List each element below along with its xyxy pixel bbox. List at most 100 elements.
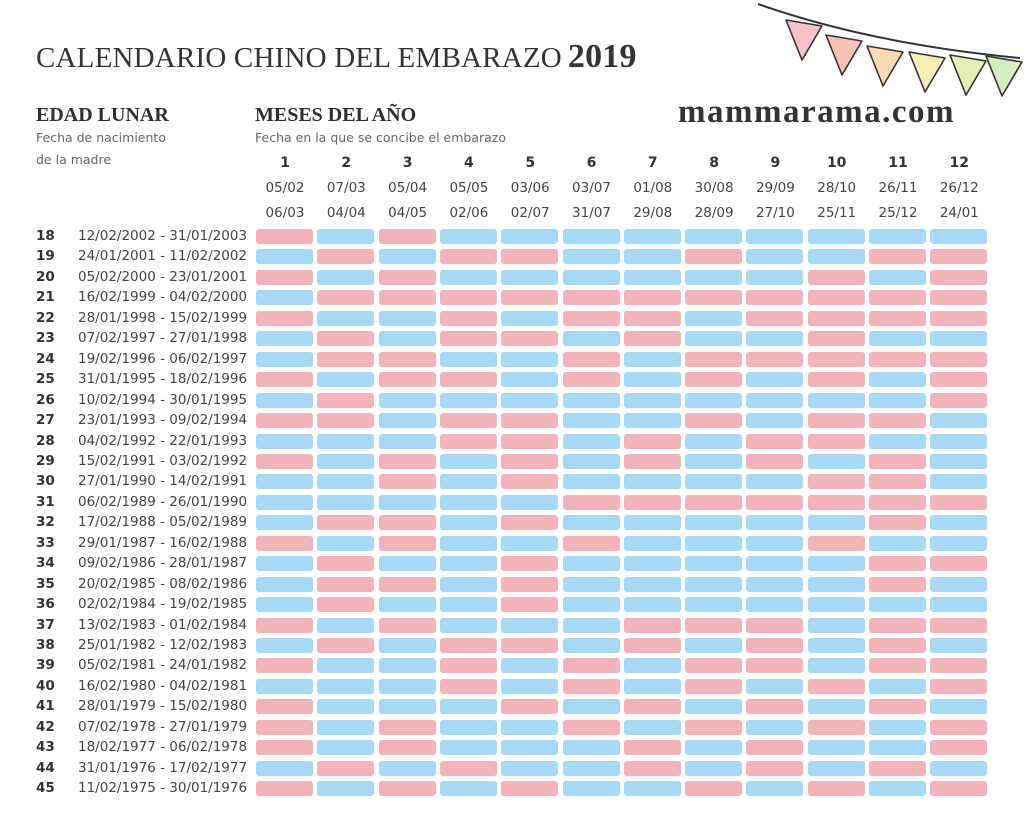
cell-boy-blue	[623, 678, 681, 694]
cell-boy-blue	[562, 638, 620, 653]
cell-girl-pink	[869, 453, 926, 469]
row-age: 34	[36, 555, 55, 572]
cell-girl-pink	[807, 372, 865, 388]
cell-boy-blue	[685, 515, 743, 531]
cell-boy-blue	[378, 413, 436, 429]
month-start-date: 03/06	[510, 180, 550, 196]
month-number: 8	[709, 155, 719, 171]
row-date-range: 23/01/1993 - 09/02/1994	[78, 412, 248, 429]
cell-girl-pink	[439, 310, 497, 326]
cell-boy-blue	[317, 229, 375, 244]
cell-boy-blue	[746, 229, 804, 244]
row-age: 29	[36, 452, 55, 469]
row-date-range: 18/02/1977 - 06/02/1978	[78, 739, 248, 756]
cell-girl-pink	[317, 597, 375, 613]
cell-boy-blue	[562, 453, 620, 469]
row-date-range: 15/02/1991 - 03/02/1992	[78, 452, 248, 469]
cell-boy-blue	[685, 535, 743, 551]
cell-girl-pink	[317, 515, 375, 531]
cell-boy-blue	[439, 719, 497, 735]
row-date-range: 25/01/1982 - 12/02/1983	[78, 637, 248, 653]
cell-girl-pink	[378, 269, 436, 285]
cell-boy-blue	[623, 597, 681, 613]
cell-girl-pink	[501, 515, 559, 531]
cell-boy-blue	[869, 678, 926, 694]
cell-boy-blue	[930, 535, 988, 551]
cell-boy-blue	[317, 617, 375, 633]
bunting-flag	[985, 55, 1023, 97]
month-start-date: 05/05	[449, 180, 489, 196]
row-age: 45	[36, 780, 55, 797]
row-age: 35	[36, 575, 55, 592]
cell-boy-blue	[317, 678, 375, 694]
cell-girl-pink	[256, 229, 313, 244]
cell-boy-blue	[807, 597, 865, 613]
cell-boy-blue	[501, 740, 559, 756]
cell-girl-pink	[256, 740, 313, 756]
cell-boy-blue	[439, 740, 497, 756]
month-start-date: 30/08	[694, 180, 734, 196]
cell-girl-pink	[501, 597, 559, 613]
cell-boy-blue	[623, 658, 681, 674]
bunting-decoration	[757, 3, 1023, 97]
cell-boy-blue	[623, 392, 681, 408]
cell-girl-pink	[746, 310, 804, 326]
cell-boy-blue	[256, 515, 313, 531]
cell-boy-blue	[562, 249, 620, 265]
cell-boy-blue	[562, 597, 620, 613]
cell-girl-pink	[501, 290, 559, 306]
cell-boy-blue	[562, 556, 620, 572]
months-heading: MESES DEL AÑO	[255, 104, 417, 126]
cell-girl-pink	[869, 515, 926, 531]
cell-girl-pink	[623, 290, 681, 306]
cell-boy-blue	[623, 556, 681, 572]
cell-boy-blue	[501, 760, 559, 776]
cell-girl-pink	[930, 556, 988, 572]
month-end-date: 27/10	[755, 205, 795, 221]
row-age: 39	[36, 657, 55, 674]
month-start-date: 26/12	[939, 180, 979, 196]
cell-girl-pink	[869, 310, 926, 326]
cell-girl-pink	[378, 535, 436, 551]
cell-boy-blue	[256, 678, 313, 694]
cell-boy-blue	[869, 433, 926, 449]
cell-boy-blue	[930, 413, 988, 429]
page-title-text: CALENDARIO CHINO DEL EMBARAZO	[36, 42, 562, 74]
cell-girl-pink	[501, 249, 559, 265]
cell-boy-blue	[378, 678, 436, 694]
cell-girl-pink	[807, 413, 865, 429]
cell-boy-blue	[256, 556, 313, 572]
cell-girl-pink	[807, 433, 865, 449]
cell-girl-pink	[562, 678, 620, 694]
bunting-flag	[825, 34, 863, 76]
cell-boy-blue	[930, 597, 988, 613]
cell-boy-blue	[317, 453, 375, 469]
cell-boy-blue	[685, 576, 743, 592]
cell-girl-pink	[439, 290, 497, 306]
cell-boy-blue	[746, 719, 804, 735]
cell-boy-blue	[562, 474, 620, 490]
cell-girl-pink	[746, 638, 804, 653]
cell-boy-blue	[930, 699, 988, 715]
cell-boy-blue	[623, 781, 681, 797]
cell-girl-pink	[439, 413, 497, 429]
cell-boy-blue	[807, 453, 865, 469]
cell-girl-pink	[930, 269, 988, 285]
cell-girl-pink	[746, 699, 804, 715]
row-date-range: 09/02/1986 - 28/01/1987	[78, 555, 248, 572]
month-start-date: 29/09	[755, 180, 795, 196]
month-start-date: 03/07	[572, 180, 611, 196]
cell-girl-pink	[685, 290, 743, 306]
row-age: 32	[36, 514, 55, 531]
row-date-range: 11/02/1975 - 30/01/1976	[78, 780, 248, 797]
cell-boy-blue	[317, 781, 375, 797]
cell-boy-blue	[930, 515, 988, 531]
cell-girl-pink	[930, 351, 988, 367]
cell-boy-blue	[439, 576, 497, 592]
cell-girl-pink	[439, 249, 497, 265]
row-age: 33	[36, 534, 55, 551]
cell-girl-pink	[439, 760, 497, 776]
month-end-date: 31/07	[572, 205, 611, 221]
cell-boy-blue	[378, 494, 436, 510]
month-number: 12	[949, 155, 970, 171]
